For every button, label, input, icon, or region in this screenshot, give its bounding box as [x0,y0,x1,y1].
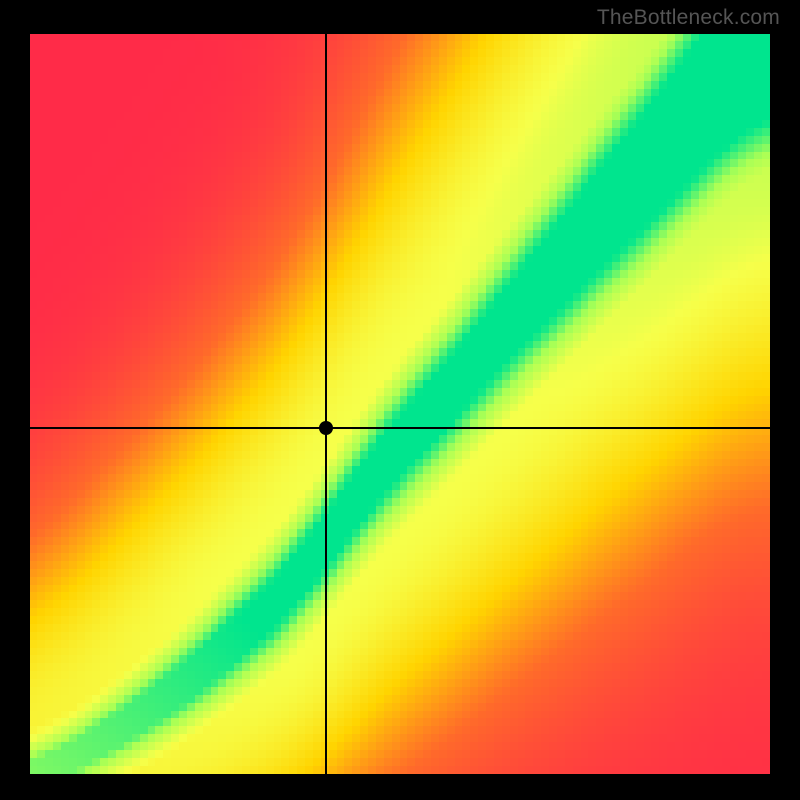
plot-area [30,34,770,774]
heatmap-canvas [30,34,770,774]
chart-frame: TheBottleneck.com [0,0,800,800]
watermark-text: TheBottleneck.com [597,6,780,30]
